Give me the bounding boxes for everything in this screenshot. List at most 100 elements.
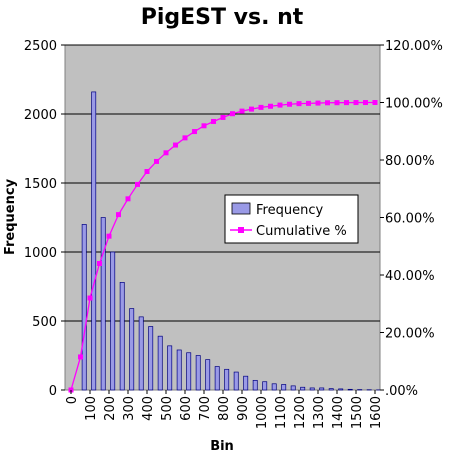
frequency-bar bbox=[139, 317, 143, 390]
frequency-bar bbox=[301, 387, 305, 390]
cumulative-marker bbox=[221, 115, 226, 120]
y2-axis-ticks: .00% 20.00% 40.00% 60.00% 80.00% 100.00% 120.0… bbox=[380, 39, 443, 399]
frequency-bar bbox=[206, 360, 210, 390]
frequency-bar bbox=[282, 384, 286, 390]
frequency-bar bbox=[234, 372, 238, 390]
cumulative-marker bbox=[192, 129, 197, 134]
x-tick-label: 600 bbox=[179, 396, 194, 421]
cumulative-marker bbox=[325, 100, 330, 105]
x-tick-label: 900 bbox=[236, 396, 251, 421]
cumulative-marker bbox=[240, 109, 245, 114]
cumulative-marker bbox=[297, 101, 302, 106]
cumulative-marker bbox=[373, 100, 378, 105]
legend-label-frequency: Frequency bbox=[256, 203, 323, 218]
x-tick-label: 0 bbox=[65, 396, 80, 404]
frequency-bar bbox=[348, 389, 352, 390]
frequency-bar bbox=[196, 356, 200, 391]
y-tick-label: 500 bbox=[32, 315, 57, 330]
cumulative-marker bbox=[126, 196, 131, 201]
frequency-bar bbox=[92, 92, 96, 390]
x-tick-label: 1300 bbox=[312, 396, 327, 429]
x-tick-label: 1600 bbox=[369, 396, 384, 429]
x-axis-ticks: 0 100 200 300 400 500 600 700 800 900 1000 1100 1200… bbox=[65, 390, 384, 429]
x-tick-label: 1200 bbox=[293, 396, 308, 429]
x-tick-label: 100 bbox=[84, 396, 99, 421]
cumulative-marker bbox=[211, 119, 216, 124]
y2-tick-label: 60.00% bbox=[385, 212, 435, 227]
x-tick-label: 1100 bbox=[274, 396, 289, 429]
y2-tick-label: .00% bbox=[385, 384, 418, 399]
frequency-bar bbox=[329, 389, 333, 390]
frequency-bar bbox=[339, 389, 343, 390]
y2-tick-label: 80.00% bbox=[385, 154, 435, 169]
cumulative-marker bbox=[116, 212, 121, 217]
cumulative-marker bbox=[259, 105, 264, 110]
y-tick-label: 1500 bbox=[24, 177, 57, 192]
x-axis-title: Bin bbox=[210, 439, 234, 454]
cumulative-marker bbox=[230, 111, 235, 116]
y-tick-label: 2000 bbox=[24, 108, 57, 123]
frequency-bar bbox=[272, 384, 276, 390]
cumulative-marker bbox=[107, 234, 112, 239]
cumulative-marker bbox=[249, 107, 254, 112]
cumulative-marker bbox=[183, 135, 188, 140]
y-axis-ticks: 0 500 1000 1500 2000 2500 bbox=[24, 39, 65, 399]
cumulative-marker bbox=[278, 103, 283, 108]
frequency-bar bbox=[253, 380, 257, 390]
frequency-bar bbox=[120, 282, 124, 390]
cumulative-marker bbox=[344, 100, 349, 105]
legend-marker-cumulative bbox=[238, 227, 244, 233]
cumulative-marker bbox=[354, 100, 359, 105]
x-tick-label: 400 bbox=[141, 396, 156, 421]
x-tick-label: 700 bbox=[198, 396, 213, 421]
legend-label-cumulative: Cumulative % bbox=[256, 224, 347, 239]
y-tick-label: 2500 bbox=[24, 39, 57, 54]
frequency-bar bbox=[130, 309, 134, 390]
y2-tick-label: 40.00% bbox=[385, 269, 435, 284]
cumulative-marker bbox=[363, 100, 368, 105]
cumulative-marker bbox=[135, 182, 140, 187]
y2-tick-label: 20.00% bbox=[385, 327, 435, 342]
chart-title: PigEST vs. nt bbox=[141, 5, 304, 30]
y2-tick-label: 100.00% bbox=[385, 97, 443, 112]
cumulative-marker bbox=[78, 354, 83, 359]
frequency-bar bbox=[177, 350, 181, 390]
cumulative-marker bbox=[173, 143, 178, 148]
y-axis-title: Frequency bbox=[3, 178, 18, 255]
x-tick-label: 300 bbox=[122, 396, 137, 421]
cumulative-marker bbox=[268, 104, 273, 109]
x-tick-label: 1500 bbox=[350, 396, 365, 429]
y2-tick-label: 120.00% bbox=[385, 39, 443, 54]
frequency-bar bbox=[320, 388, 324, 390]
x-tick-label: 800 bbox=[217, 396, 232, 421]
frequency-bar bbox=[244, 376, 248, 390]
cumulative-marker bbox=[306, 101, 311, 106]
cumulative-marker bbox=[97, 261, 102, 266]
frequency-bar bbox=[225, 369, 229, 390]
x-tick-label: 500 bbox=[160, 396, 175, 421]
frequency-bar bbox=[215, 367, 219, 390]
x-tick-label: 200 bbox=[103, 396, 118, 421]
cumulative-marker bbox=[154, 159, 159, 164]
frequency-bar bbox=[291, 386, 295, 390]
cumulative-marker bbox=[145, 169, 150, 174]
y-tick-label: 0 bbox=[49, 384, 57, 399]
cumulative-marker bbox=[287, 102, 292, 107]
cumulative-marker bbox=[88, 296, 93, 301]
frequency-bar bbox=[168, 346, 172, 390]
x-tick-label: 1000 bbox=[255, 396, 270, 429]
legend-swatch-frequency bbox=[232, 203, 250, 214]
frequency-bar bbox=[310, 388, 314, 390]
legend: Frequency Cumulative % bbox=[225, 195, 358, 243]
frequency-bar bbox=[111, 252, 115, 390]
frequency-bar bbox=[101, 218, 105, 391]
cumulative-marker bbox=[202, 123, 207, 128]
frequency-bar bbox=[158, 336, 162, 390]
x-tick-label: 1400 bbox=[331, 396, 346, 429]
frequency-bar bbox=[263, 382, 267, 390]
frequency-bar bbox=[187, 353, 191, 390]
cumulative-marker bbox=[335, 100, 340, 105]
y-tick-label: 1000 bbox=[24, 246, 57, 261]
